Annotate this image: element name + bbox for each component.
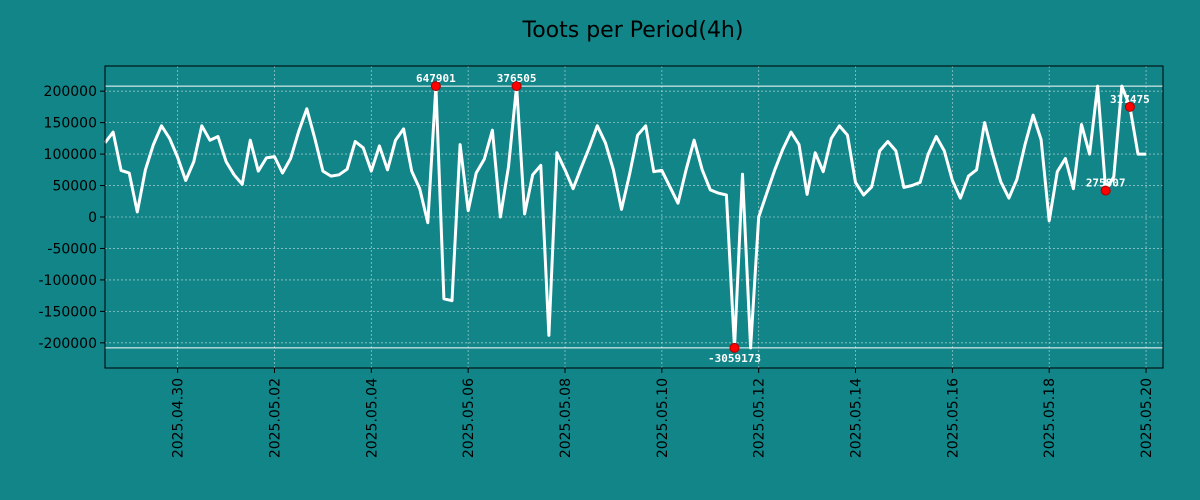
x-tick-label: 2025.05.04 [364, 378, 380, 458]
y-tick-label: 200000 [44, 84, 97, 100]
x-tick-label: 2025.05.02 [267, 378, 283, 458]
peak-marker [1100, 185, 1111, 196]
x-tick-label: 2025.05.18 [1042, 378, 1058, 458]
x-tick-label: 2025.05.08 [558, 378, 574, 458]
y-tick-label: 0 [88, 210, 97, 226]
x-axis: 2025.04.30 2025.05.02 2025.05.04 2025.05.06… [171, 368, 1155, 458]
clip-limit-lines [105, 85, 1163, 349]
peak-marker [729, 342, 740, 353]
x-tick-label: 2025.04.30 [171, 378, 187, 458]
y-tick-label: 50000 [52, 179, 97, 195]
peak-label: 647901 [416, 72, 456, 85]
x-tick-label: 2025.05.12 [752, 378, 768, 458]
peak-marker [1124, 101, 1135, 112]
x-tick-label: 2025.05.16 [945, 378, 961, 458]
peak-label: -3059173 [708, 352, 761, 365]
peak-label: 275807 [1086, 177, 1126, 190]
peak-labels: 647901 376505 -3059173 275807 317475 [416, 72, 1150, 365]
series-line [103, 84, 1147, 350]
x-tick-label: 2025.05.14 [849, 378, 865, 458]
x-tick-label: 2025.05.20 [1139, 378, 1155, 458]
peak-label: 376505 [497, 72, 537, 85]
peak-markers [430, 81, 1135, 353]
x-tick-label: 2025.05.06 [461, 378, 477, 458]
y-tick-label: 100000 [44, 147, 97, 163]
x-tick-label: 2025.05.10 [655, 378, 671, 458]
y-tick-label: -50000 [47, 241, 97, 257]
y-tick-label: -100000 [39, 273, 98, 289]
y-axis: -200000 -150000 -100000 -50000 0 50000 100000 1… [39, 84, 105, 352]
chart-title: Toots per Period(4h) [522, 18, 744, 43]
y-tick-label: 150000 [44, 116, 97, 132]
y-tick-label: -200000 [39, 336, 98, 352]
peak-label: 317475 [1110, 93, 1150, 106]
grid [105, 66, 1163, 368]
peak-marker [511, 81, 522, 92]
y-tick-label: -150000 [39, 304, 98, 320]
peak-marker [430, 81, 441, 92]
